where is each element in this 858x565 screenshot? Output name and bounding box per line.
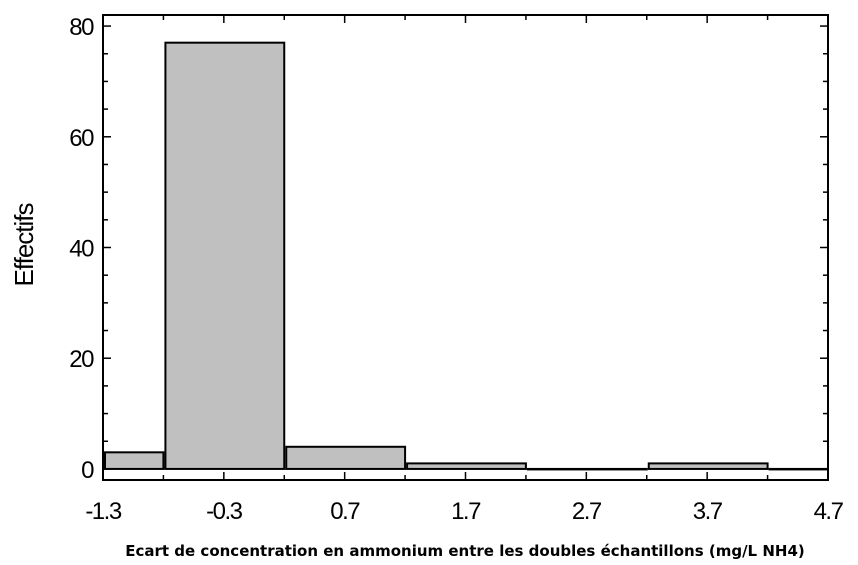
histogram-bar-4 [526, 467, 648, 471]
labels-layer: -1.3 -0.3 0.7 1.7 2.7 3.7 4.7 0 20 40 60 80 [69, 14, 845, 525]
x-tick-label: 1.7 [451, 498, 481, 525]
x-tick-label: 4.7 [814, 498, 844, 525]
ticks-layer [102, 15, 829, 480]
histogram-bar-1 [164, 41, 286, 470]
x-tick-label: 3.7 [693, 498, 723, 525]
y-axis-title: Effectifs [9, 203, 39, 287]
histogram-bar-6 [768, 467, 829, 471]
y-tick-label: 60 [69, 125, 94, 152]
x-tick-label: -0.3 [206, 498, 243, 525]
y-tick-label: 40 [69, 236, 94, 263]
histogram-bar-0 [104, 451, 165, 470]
x-axis-title: Ecart de concentration en ammonium entre… [125, 542, 804, 560]
histogram-bar-2 [285, 445, 407, 470]
x-tick-label: 2.7 [572, 498, 602, 525]
y-tick-label: 20 [69, 346, 94, 373]
x-tick-label: -1.3 [85, 498, 122, 525]
histogram-bar-5 [647, 462, 769, 470]
y-tick-label: 0 [81, 457, 94, 484]
y-tick-label: 80 [69, 14, 94, 41]
histogram-bar-3 [406, 462, 527, 470]
x-tick-label: 0.7 [330, 498, 360, 525]
bars-layer [104, 41, 829, 471]
